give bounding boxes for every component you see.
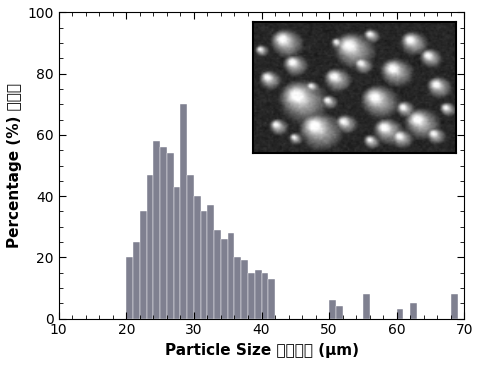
- X-axis label: Particle Size 粒徑尺寸 (μm): Particle Size 粒徑尺寸 (μm): [165, 343, 359, 358]
- Bar: [255, 270, 262, 319]
- Bar: [146, 175, 154, 319]
- Bar: [336, 306, 343, 319]
- Bar: [160, 147, 167, 319]
- Bar: [410, 303, 417, 319]
- Y-axis label: Percentage (%) 百分比: Percentage (%) 百分比: [7, 83, 22, 248]
- Bar: [180, 104, 187, 319]
- Bar: [154, 141, 160, 319]
- Bar: [201, 211, 207, 319]
- Bar: [194, 196, 201, 319]
- Bar: [451, 294, 457, 319]
- Bar: [235, 257, 241, 319]
- Bar: [214, 230, 221, 319]
- Bar: [126, 257, 133, 319]
- Bar: [268, 279, 275, 319]
- Bar: [140, 211, 146, 319]
- Bar: [221, 239, 228, 319]
- Bar: [363, 294, 370, 319]
- Bar: [228, 233, 235, 319]
- Bar: [396, 310, 404, 319]
- Bar: [207, 205, 214, 319]
- Bar: [329, 300, 336, 319]
- Bar: [241, 261, 248, 319]
- Bar: [167, 153, 174, 319]
- Bar: [174, 187, 180, 319]
- Bar: [133, 242, 140, 319]
- Bar: [187, 175, 194, 319]
- Bar: [262, 273, 268, 319]
- Bar: [248, 273, 255, 319]
